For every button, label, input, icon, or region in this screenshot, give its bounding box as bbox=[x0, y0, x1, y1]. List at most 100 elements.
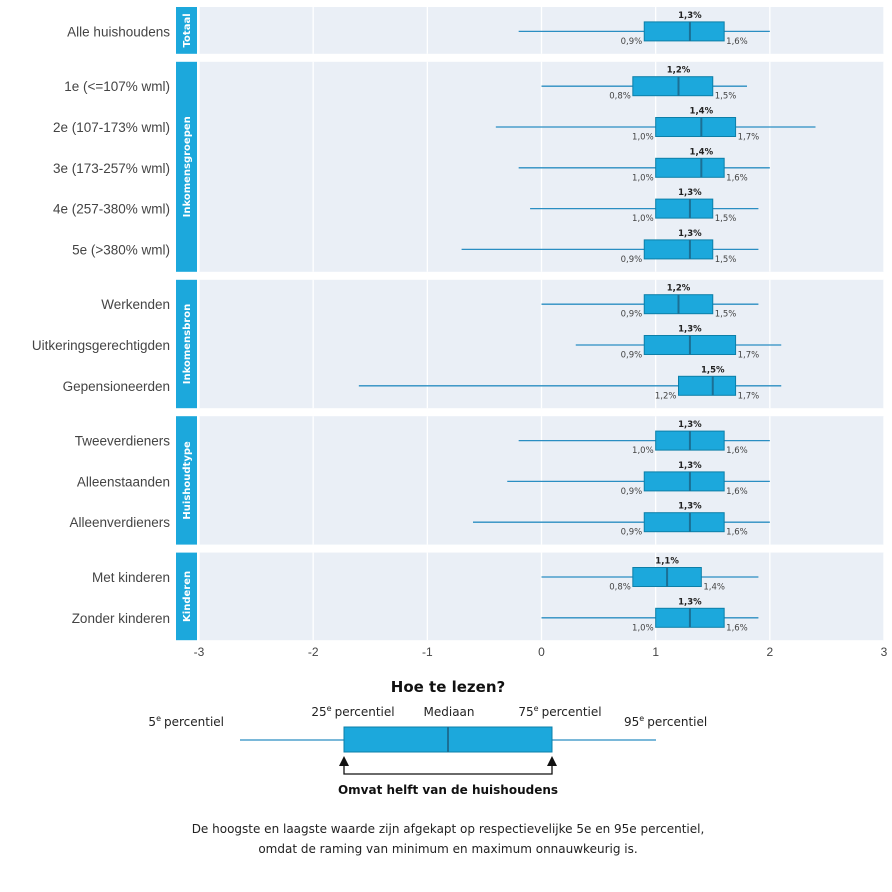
median-label: 1,3% bbox=[678, 461, 702, 471]
q1-label: 0,9% bbox=[621, 351, 643, 361]
q1-label: 1,0% bbox=[632, 133, 654, 143]
iqr-box bbox=[643, 512, 725, 533]
q3-label: 1,6% bbox=[726, 487, 748, 497]
q1-label: 0,8% bbox=[609, 583, 631, 593]
box-row: Met kinderen 1,1% 0,8% 1,4% bbox=[92, 557, 759, 593]
median-label: 1,2% bbox=[667, 284, 691, 294]
x-tick-label: -2 bbox=[308, 645, 319, 659]
box-row: Alleenverdieners 1,3% 0,9% 1,6% bbox=[69, 502, 770, 538]
q3-label: 1,6% bbox=[726, 37, 748, 47]
median-label: 1,3% bbox=[678, 420, 702, 430]
row-label: Gepensioneerden bbox=[63, 379, 170, 394]
box-row: Tweeverdieners 1,3% 1,0% 1,6% bbox=[75, 420, 770, 456]
legend-median-label: Mediaan bbox=[424, 705, 475, 719]
q3-label: 1,5% bbox=[715, 310, 737, 320]
group-tab bbox=[176, 279, 197, 409]
iqr-box bbox=[643, 239, 714, 260]
q3-label: 1,6% bbox=[726, 528, 748, 538]
median-label: 1,4% bbox=[690, 147, 714, 157]
x-tick-label: -3 bbox=[194, 645, 205, 659]
q1-label: 0,8% bbox=[609, 92, 631, 102]
x-tick-label: 2 bbox=[766, 645, 773, 659]
median-label: 1,3% bbox=[678, 188, 702, 198]
note-line-2: omdat de raming van minimum en maximum o… bbox=[258, 842, 637, 856]
row-label: Tweeverdieners bbox=[75, 434, 171, 449]
legend-span-label: Omvat helft van de huishoudens bbox=[338, 783, 558, 797]
group-label: Kinderen bbox=[182, 571, 193, 622]
iqr-box bbox=[632, 76, 714, 97]
legend: Hoe te lezen? 5e percentiel 25e percentiel… bbox=[148, 678, 707, 797]
row-label: Werkenden bbox=[101, 297, 170, 312]
q1-label: 1,0% bbox=[632, 173, 654, 183]
q1-label: 0,9% bbox=[621, 37, 643, 47]
row-label: 4e (257-380% wml) bbox=[53, 202, 170, 217]
group-label: Huishoudtype bbox=[182, 441, 193, 520]
row-label: 1e (<=107% wml) bbox=[64, 79, 170, 94]
note-line-1: De hoogste en laagste waarde zijn afgeka… bbox=[192, 822, 705, 836]
box-row: 5e (>380% wml) 1,3% 0,9% 1,5% bbox=[72, 229, 759, 265]
box-row: Alleenstaanden 1,3% 0,9% 1,6% bbox=[77, 461, 770, 497]
q1-label: 0,9% bbox=[621, 255, 643, 265]
median-label: 1,3% bbox=[678, 11, 702, 21]
iqr-box bbox=[655, 198, 714, 219]
q1-label: 0,9% bbox=[621, 487, 643, 497]
q3-label: 1,7% bbox=[738, 351, 760, 361]
box-row: Uitkeringsgerechtigden 1,3% 0,9% 1,7% bbox=[32, 325, 782, 361]
box-row: Zonder kinderen 1,3% 1,0% 1,6% bbox=[72, 597, 759, 633]
q3-label: 1,4% bbox=[703, 583, 725, 593]
q3-label: 1,6% bbox=[726, 446, 748, 456]
row-label: Alle huishoudens bbox=[67, 24, 170, 39]
q3-label: 1,7% bbox=[738, 133, 760, 143]
median-label: 1,1% bbox=[655, 557, 679, 567]
q1-label: 1,0% bbox=[632, 623, 654, 633]
q3-label: 1,6% bbox=[726, 173, 748, 183]
q3-label: 1,5% bbox=[715, 214, 737, 224]
row-label: Uitkeringsgerechtigden bbox=[32, 338, 170, 353]
q1-label: 1,0% bbox=[632, 446, 654, 456]
median-label: 1,5% bbox=[701, 365, 725, 375]
iqr-box bbox=[643, 21, 725, 42]
row-label: Zonder kinderen bbox=[72, 611, 170, 626]
group-tab bbox=[176, 552, 197, 641]
row-label: 2e (107-173% wml) bbox=[53, 120, 170, 135]
x-tick-label: 1 bbox=[652, 645, 659, 659]
legend-p5-label: 5e percentiel bbox=[148, 714, 224, 729]
group-tab bbox=[176, 61, 197, 272]
row-label: 5e (>380% wml) bbox=[72, 242, 170, 257]
median-label: 1,3% bbox=[678, 502, 702, 512]
q3-label: 1,6% bbox=[726, 623, 748, 633]
legend-p95-label: 95e percentiel bbox=[624, 714, 707, 729]
box-row: 4e (257-380% wml) 1,3% 1,0% 1,5% bbox=[53, 188, 759, 224]
median-label: 1,3% bbox=[678, 325, 702, 335]
iqr-box bbox=[643, 471, 725, 492]
box-row: 1e (<=107% wml) 1,2% 0,8% 1,5% bbox=[64, 66, 747, 102]
box-row: Gepensioneerden 1,5% 1,2% 1,7% bbox=[63, 365, 782, 401]
median-label: 1,3% bbox=[678, 229, 702, 239]
q3-label: 1,5% bbox=[715, 92, 737, 102]
q1-label: 1,0% bbox=[632, 214, 654, 224]
box-row: 3e (173-257% wml) 1,4% 1,0% 1,6% bbox=[53, 147, 770, 183]
iqr-box bbox=[678, 375, 737, 396]
row-label: Met kinderen bbox=[92, 570, 170, 585]
legend-p25-label: 25e percentiel bbox=[311, 704, 394, 719]
x-tick-label: 0 bbox=[538, 645, 545, 659]
q3-label: 1,5% bbox=[715, 255, 737, 265]
group-tab bbox=[176, 416, 197, 545]
median-label: 1,2% bbox=[667, 66, 691, 76]
q1-label: 0,9% bbox=[621, 310, 643, 320]
group-label: Inkomensbron bbox=[182, 304, 193, 384]
legend-span-bracket bbox=[343, 758, 553, 775]
group-label: Inkomensgroepen bbox=[182, 116, 193, 217]
box-row: Werkenden 1,2% 0,9% 1,5% bbox=[101, 284, 759, 320]
q1-label: 0,9% bbox=[621, 528, 643, 538]
group-label: Totaal bbox=[182, 13, 193, 47]
row-label: Alleenverdieners bbox=[69, 515, 170, 530]
legend-title: Hoe te lezen? bbox=[391, 678, 505, 696]
iqr-box bbox=[655, 157, 725, 178]
q3-label: 1,7% bbox=[738, 391, 760, 401]
x-tick-label: 3 bbox=[881, 645, 888, 659]
row-label: 3e (173-257% wml) bbox=[53, 161, 170, 176]
box-row: 2e (107-173% wml) 1,4% 1,0% 1,7% bbox=[53, 107, 816, 143]
x-tick-label: -1 bbox=[422, 645, 433, 659]
